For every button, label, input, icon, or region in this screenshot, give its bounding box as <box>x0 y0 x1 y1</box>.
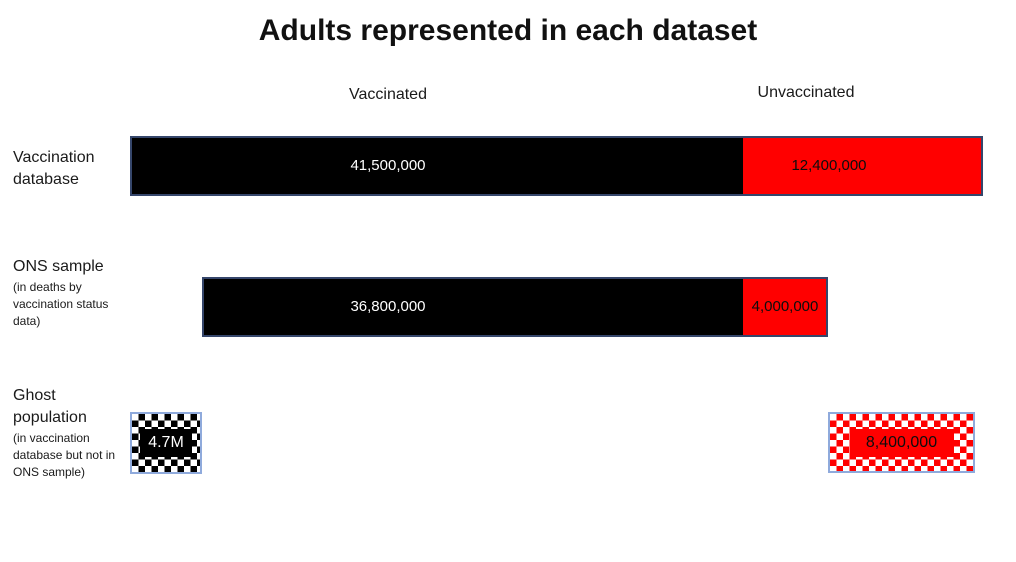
bar-vaccination-database <box>130 136 983 196</box>
chart-title: Adults represented in each dataset <box>258 14 758 47</box>
ghost-box-vaccinated: 4.7M <box>130 412 202 474</box>
bar-segment-vaccinated <box>204 279 743 335</box>
row-label-text: Ghost population <box>13 387 87 426</box>
bar-segment-unvaccinated <box>743 138 981 194</box>
row-label-text: ONS sample <box>13 258 104 275</box>
value-label-vaccinated: 4.7M <box>140 429 192 457</box>
bar-segment-unvaccinated <box>743 279 826 335</box>
bar-ons-sample <box>202 277 828 337</box>
row-sublabel-text: (in vaccination database but not in ONS … <box>13 431 116 479</box>
value-label-unvaccinated: 8,400,000 <box>849 428 954 457</box>
row-sublabel-text: (in deaths by vaccination status data) <box>13 280 109 328</box>
column-header-unvaccinated: Unvaccinated <box>757 84 855 101</box>
ghost-box-unvaccinated: 8,400,000 <box>828 412 975 473</box>
row-label-vaccination-database: Vaccination database <box>13 147 125 191</box>
row-label-text: Vaccination database <box>13 149 95 188</box>
bar-segment-vaccinated <box>132 138 743 194</box>
row-label-ons-sample: ONS sample (in deaths by vaccination sta… <box>13 256 125 330</box>
row-label-ghost-population: Ghost population (in vaccination databas… <box>13 385 125 481</box>
column-header-vaccinated: Vaccinated <box>349 86 427 103</box>
